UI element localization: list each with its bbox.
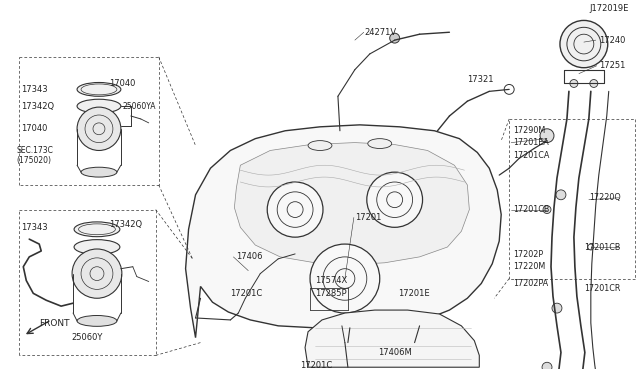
Circle shape [560, 20, 608, 68]
Text: 17220M: 17220M [513, 262, 545, 271]
Text: 17342Q: 17342Q [109, 220, 142, 229]
Text: 17201CA: 17201CA [513, 151, 550, 160]
Text: 17240: 17240 [599, 36, 625, 45]
Text: 17201CR: 17201CR [584, 284, 621, 293]
Text: 17343: 17343 [21, 85, 48, 94]
Text: 17202P: 17202P [513, 250, 543, 259]
Text: FRONT: FRONT [39, 320, 70, 328]
Text: 17342Q: 17342Q [21, 102, 54, 110]
Circle shape [540, 129, 554, 142]
Ellipse shape [368, 139, 392, 148]
Text: 17343: 17343 [21, 223, 48, 232]
Text: 17285P: 17285P [315, 289, 347, 298]
Text: 17040: 17040 [109, 79, 135, 88]
Text: 17201EA: 17201EA [513, 138, 549, 147]
Circle shape [590, 80, 598, 87]
Text: (175020): (175020) [17, 156, 51, 165]
Text: 25060YA: 25060YA [123, 102, 156, 110]
Text: 17406: 17406 [236, 252, 263, 262]
Text: SEC.173C: SEC.173C [17, 146, 53, 155]
Ellipse shape [77, 99, 121, 113]
Circle shape [367, 172, 422, 227]
Text: 24271V: 24271V [365, 28, 397, 37]
Ellipse shape [74, 222, 120, 237]
Text: 17220Q: 17220Q [589, 193, 621, 202]
Text: 17201CB: 17201CB [513, 205, 550, 214]
Text: 25060Y: 25060Y [71, 333, 102, 342]
Text: 17201E: 17201E [397, 289, 429, 298]
Ellipse shape [77, 315, 117, 326]
Ellipse shape [74, 240, 120, 254]
Circle shape [72, 249, 122, 298]
Circle shape [390, 33, 399, 43]
Text: 17251: 17251 [599, 61, 625, 70]
Ellipse shape [81, 167, 117, 177]
Circle shape [552, 303, 562, 313]
Text: 17201: 17201 [355, 213, 381, 222]
Circle shape [268, 182, 323, 237]
Circle shape [556, 190, 566, 200]
Polygon shape [186, 125, 501, 338]
Polygon shape [234, 142, 469, 265]
Text: 17321: 17321 [467, 75, 494, 84]
Circle shape [570, 80, 578, 87]
Text: J172019E: J172019E [589, 4, 628, 13]
Text: 17290M: 17290M [513, 126, 545, 135]
Text: 17040: 17040 [21, 124, 47, 133]
Ellipse shape [308, 141, 332, 150]
Ellipse shape [77, 83, 121, 96]
Text: 17201C: 17201C [230, 289, 262, 298]
Circle shape [77, 107, 121, 150]
Text: 17574X: 17574X [315, 276, 348, 285]
Text: 17202PA: 17202PA [513, 279, 548, 288]
Circle shape [542, 362, 552, 372]
Circle shape [543, 206, 551, 214]
Circle shape [310, 244, 380, 313]
Polygon shape [305, 310, 479, 367]
Text: 17406M: 17406M [378, 348, 412, 357]
Text: 17201CB: 17201CB [584, 243, 621, 251]
Text: 17201C: 17201C [300, 361, 332, 370]
